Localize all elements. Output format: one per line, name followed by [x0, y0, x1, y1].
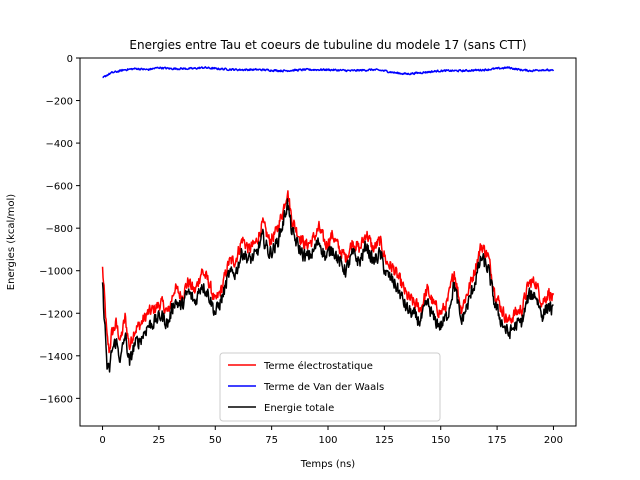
chart-legend: Terme électrostatique Terme de Van der Wa…: [219, 352, 441, 422]
x-axis-label: Temps (ns): [300, 459, 355, 470]
legend-label: Terme de Van der Waals: [263, 382, 384, 393]
x-tick-label: 200: [544, 435, 563, 446]
legend-box: [219, 352, 441, 422]
series-line: [102, 66, 555, 79]
chart-title: Energies entre Tau et coeurs de tubuline…: [129, 38, 526, 52]
series-line: [101, 198, 554, 373]
x-tick-label: 25: [153, 435, 166, 446]
y-tick-label: −1000: [39, 267, 73, 278]
y-tick-label: −200: [46, 97, 73, 108]
x-tick-label: 100: [318, 435, 337, 446]
y-axis: 0 −200 −400 −600 −800 −1000 −1200 −1400 −1600: [39, 54, 80, 405]
y-tick-label: −800: [46, 224, 73, 235]
y-tick-label: −1200: [39, 309, 73, 320]
x-tick-label: 0: [99, 435, 105, 446]
x-axis: 0 25 50 75 100 125 150 175 200: [99, 426, 563, 446]
x-tick-label: 125: [375, 435, 394, 446]
series-line: [101, 190, 555, 354]
y-axis-label: Energies (kcal/mol): [6, 194, 17, 291]
legend-label: Energie totale: [264, 403, 334, 414]
x-tick-label: 175: [488, 435, 507, 446]
y-tick-label: −1400: [39, 352, 73, 363]
legend-label: Terme électrostatique: [263, 360, 373, 372]
y-tick-label: −1600: [39, 394, 73, 405]
x-tick-label: 50: [209, 435, 222, 446]
y-tick-label: −400: [46, 139, 73, 150]
y-tick-label: 0: [67, 54, 73, 65]
y-tick-label: −600: [46, 182, 73, 193]
x-tick-label: 75: [265, 435, 278, 446]
series-layer: [101, 66, 555, 373]
x-tick-label: 150: [431, 435, 450, 446]
